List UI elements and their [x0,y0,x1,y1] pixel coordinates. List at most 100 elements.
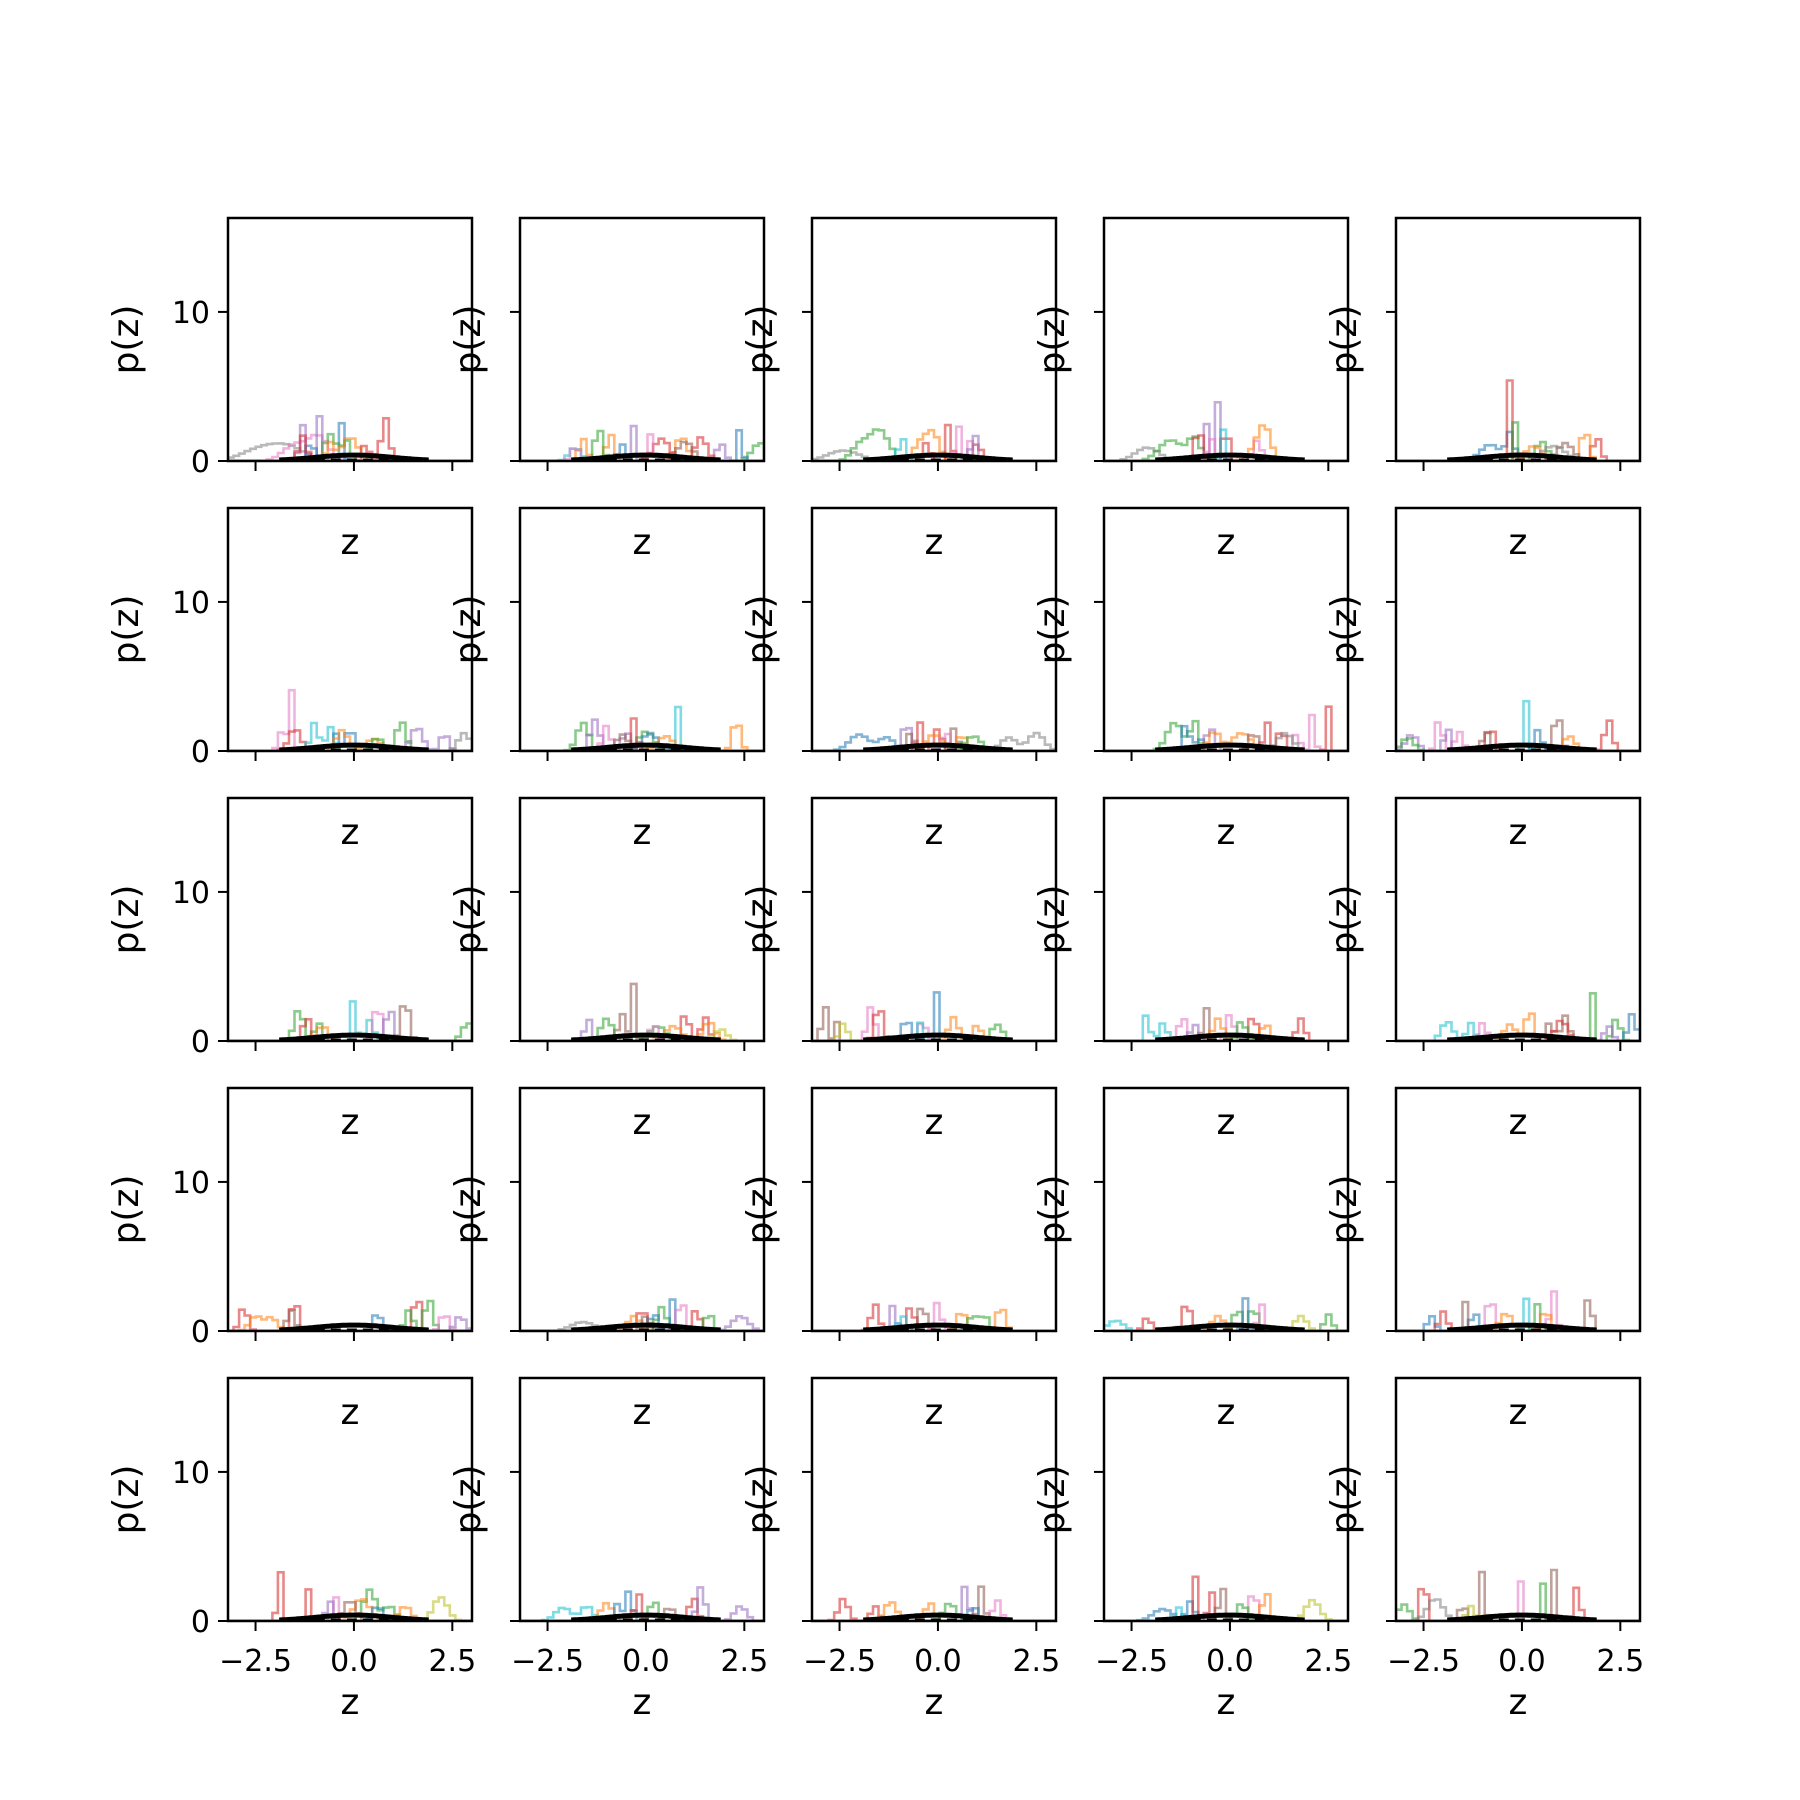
y-tick-label: 10 [172,1456,210,1491]
y-tick-label: 10 [172,876,210,911]
x-tick-label: 2.5 [1304,1644,1352,1679]
plot-area [1396,992,1640,1041]
subplot-r5-c1: −2.5 0.0 2.5 0 10 z p(z) [106,1376,476,1723]
histogram-series-3 [1104,1587,1348,1621]
subplot-r5-c3: −2.5 0.0 2.5 z p(z) [740,1376,1060,1723]
y-axis-label: p(z) [1324,1175,1365,1245]
histogram-series-7 [228,1596,472,1621]
y-axis-label: p(z) [448,885,489,955]
histogram-series-5 [1396,1297,1640,1331]
subplot-frame [518,1376,766,1623]
histogram-series-7 [520,1315,764,1331]
histogram-series-6 [1104,731,1348,751]
reference-curve [1155,742,1305,751]
y-axis-label: p(z) [106,305,147,375]
subplot-r3-c3: z p(z) [740,796,1058,1143]
histogram-series-1 [1104,1014,1348,1041]
y-axis-label: p(z) [106,1465,147,1535]
y-axis-label: p(z) [1324,305,1365,375]
x-axis-label: z [341,522,360,563]
histogram-series-1 [1104,446,1348,461]
subplot-frame [810,506,1058,753]
y-axis-label: p(z) [1032,305,1073,375]
x-tick-label: 0.0 [1498,1644,1546,1679]
y-axis-label: p(z) [740,305,781,375]
histogram-series-3 [228,1309,472,1331]
x-axis-label: z [633,1102,652,1143]
y-axis-label: p(z) [448,1175,489,1245]
histogram-series-1 [812,1006,1056,1041]
histogram-series-3 [812,1307,1056,1331]
reference-curve [863,742,1013,751]
reference-curve [279,1322,429,1331]
y-axis-label: p(z) [1032,1175,1073,1245]
subplot-frame [226,1376,474,1623]
plot-area [228,1571,472,1621]
plot-area [1396,379,1640,461]
histogram-series-7 [1104,424,1348,461]
subplot-frame [1394,1376,1642,1623]
x-tick-label: −2.5 [511,1644,584,1679]
x-tick-label: −2.5 [1095,1644,1168,1679]
histogram-series-6 [228,437,472,461]
histogram-series-4 [228,421,472,461]
y-axis-label: p(z) [448,305,489,375]
y-axis-label: p(z) [1324,595,1365,665]
subplot-r3-c1: 0 10 z p(z) [106,796,474,1143]
histogram-series-6 [520,1586,764,1621]
y-axis-label: p(z) [740,885,781,955]
histogram-series-1 [812,449,1056,461]
y-axis-label: p(z) [1032,1465,1073,1535]
histogram-series-1 [520,1320,764,1331]
histogram-series-3 [1396,1598,1640,1621]
subplot-frame [1394,796,1642,1043]
y-axis-label: p(z) [1032,595,1073,665]
subplot-frame [518,216,766,463]
histogram-series-3 [520,1017,764,1041]
subplot-r4-c4: z p(z) [1032,1086,1350,1433]
histogram-series-8 [520,433,764,461]
y-tick-label: 10 [172,1166,210,1201]
subplot-r1-c4: z p(z) [1032,216,1350,563]
histogram-series-1 [1396,1313,1640,1331]
plot-area [1104,705,1348,751]
histogram-series-3 [1396,1299,1640,1331]
histogram-series-1 [812,1597,1056,1621]
subplot-frame [810,216,1058,463]
y-axis-label: p(z) [106,1175,147,1245]
histogram-series-3 [1104,728,1348,751]
reference-curve [279,742,429,751]
histogram-series-1 [1396,1021,1640,1041]
subplot-frame [1102,796,1350,1043]
histogram-series-8 [1396,1025,1640,1041]
x-tick-label: 2.5 [428,1644,476,1679]
histogram-series-6 [520,1314,764,1331]
y-tick-label: 0 [191,735,210,770]
y-tick-label: 0 [191,445,210,480]
subplot-r2-c1: 0 10 z p(z) [106,506,474,853]
x-tick-label: 0.0 [914,1644,962,1679]
plot-area [520,1298,764,1331]
plot-area [520,424,764,461]
subplot-frame [226,216,474,463]
x-axis-label: z [925,1392,944,1433]
subplot-frame [226,1086,474,1333]
y-tick-label: 10 [172,296,210,331]
y-axis-label: p(z) [1032,885,1073,955]
histogram-series-2 [520,982,764,1041]
x-axis-label: z [633,812,652,853]
histogram-series-8 [520,1315,764,1331]
reference-curve [1155,1322,1305,1331]
plot-area [520,705,764,751]
plot-area [812,1585,1056,1621]
subplot-r3-c2: z p(z) [448,796,766,1143]
subplot-r4-c1: 0 10 z p(z) [106,1086,474,1433]
histogram-series-5 [1396,1580,1640,1621]
histogram-series-7 [1104,1598,1348,1621]
y-axis-label: p(z) [740,595,781,665]
histogram-series-5 [520,1021,764,1041]
histogram-series-1 [228,1010,472,1041]
x-axis-label: z [341,1682,360,1723]
subplot-frame [518,1086,766,1333]
x-tick-label: −2.5 [803,1644,876,1679]
